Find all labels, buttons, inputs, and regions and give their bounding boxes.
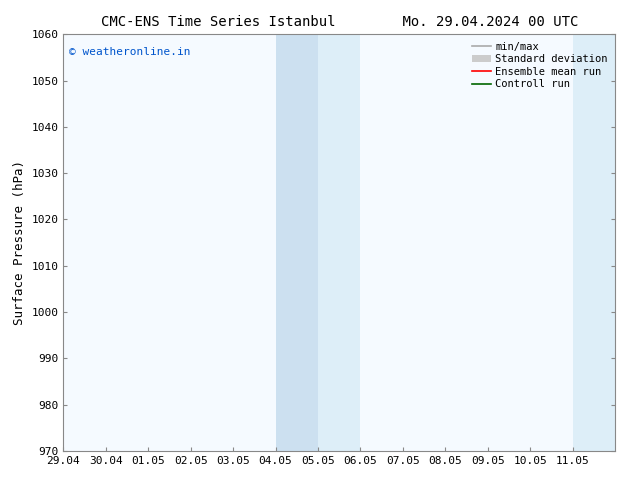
- Title: CMC-ENS Time Series Istanbul        Mo. 29.04.2024 00 UTC: CMC-ENS Time Series Istanbul Mo. 29.04.2…: [101, 15, 578, 29]
- Text: © weatheronline.in: © weatheronline.in: [69, 47, 190, 57]
- Legend: min/max, Standard deviation, Ensemble mean run, Controll run: min/max, Standard deviation, Ensemble me…: [470, 40, 610, 92]
- Bar: [573, 34, 615, 451]
- Bar: [318, 34, 360, 451]
- Bar: [276, 34, 318, 451]
- Y-axis label: Surface Pressure (hPa): Surface Pressure (hPa): [13, 160, 26, 325]
